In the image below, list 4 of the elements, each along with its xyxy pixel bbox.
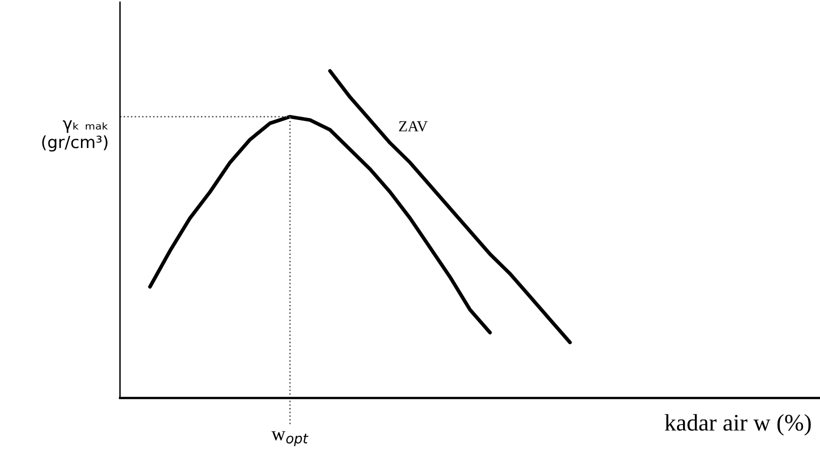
text: w$_{opt}$	[271, 431, 308, 446]
x-axis-title: kadar air w (%)	[664, 414, 811, 436]
ref-line-label: γₖ ₘₐₖ (gr/cm³)	[42, 120, 108, 152]
series-label: ZAV	[399, 121, 428, 132]
